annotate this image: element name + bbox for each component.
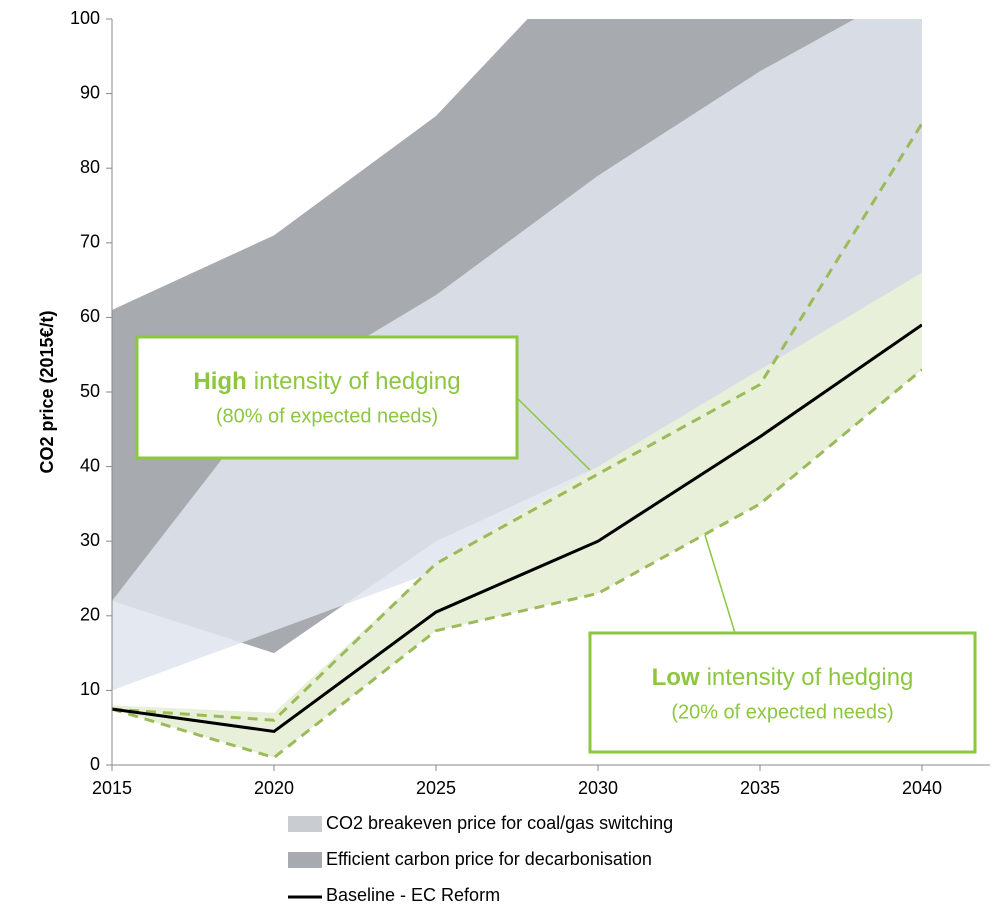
y-tick-label: 40 (80, 455, 100, 475)
y-tick-label: 0 (90, 754, 100, 774)
annotation-text: intensity of hedging (254, 368, 461, 395)
x-tick-label: 2025 (416, 778, 456, 798)
leader-line (704, 534, 736, 634)
legend-label: CO2 breakeven price for coal/gas switchi… (326, 813, 673, 833)
annotation-title: High intensity of hedging (193, 368, 460, 395)
y-tick-label: 30 (80, 530, 100, 550)
y-tick-label: 100 (70, 8, 100, 28)
legend-label: Efficient carbon price for decarbonisati… (326, 849, 652, 869)
y-tick-label: 80 (80, 157, 100, 177)
dashed-line (112, 368, 922, 760)
annotation-bold: High (193, 368, 246, 395)
line (112, 323, 922, 733)
x-tick-label: 2030 (578, 778, 618, 798)
y-tick-label: 70 (80, 232, 100, 252)
annotation-box (135, 335, 519, 460)
x-tick-label: 2035 (740, 778, 780, 798)
x-tick-label: 2020 (254, 778, 294, 798)
annotation-text: intensity of hedging (707, 664, 914, 691)
y-tick-label: 10 (80, 679, 100, 699)
dashed-line (112, 122, 922, 722)
annotation-title: Low intensity of hedging (652, 664, 914, 691)
legend-label: Baseline - EC Reform (326, 885, 500, 905)
legend-swatch (288, 852, 322, 868)
annotation-note: (20% of expected needs) (671, 701, 893, 723)
x-tick-label: 2040 (902, 778, 942, 798)
leader-line (516, 397, 591, 471)
legend-swatch (288, 816, 322, 832)
y-axis-label: CO2 price (2015€/t) (37, 310, 57, 473)
x-tick-label: 2015 (92, 778, 132, 798)
annotation-note: (80% of expected needs) (216, 405, 438, 427)
annotation-bold: Low (652, 664, 700, 691)
y-tick-label: 90 (80, 82, 100, 102)
y-tick-label: 20 (80, 605, 100, 625)
annotation-box (588, 631, 977, 754)
y-tick-label: 60 (80, 306, 100, 326)
band (112, 272, 922, 758)
y-tick-label: 50 (80, 381, 100, 401)
